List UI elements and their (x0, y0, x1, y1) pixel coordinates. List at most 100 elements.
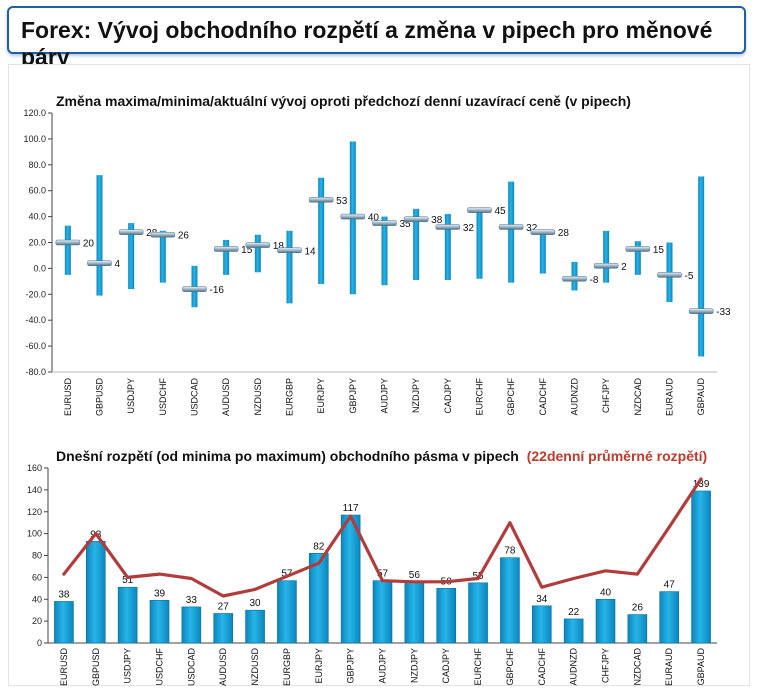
chart1-data-label: 26 (178, 231, 190, 242)
chart1-y-tick-label: 80.0 (28, 160, 46, 170)
chart2-bar (245, 609, 265, 644)
chart2-y-tick-label: 100 (27, 529, 42, 539)
chart2-data-label: 26 (632, 603, 644, 614)
chart2-y-tick-label: 140 (27, 485, 42, 495)
chart1-range-bar (698, 176, 705, 357)
chart2-data-label: 78 (504, 546, 516, 557)
chart1-category-label: NZDCAD (633, 378, 643, 416)
chart1-category-label: GBPAUD (696, 378, 706, 416)
chart1-data-label: 14 (305, 246, 317, 257)
chart1-category-label: EURUSD (63, 378, 73, 417)
chart1-range-bar (159, 230, 166, 283)
chart1-category-label: AUDJPY (380, 378, 390, 414)
chart1-current-marker (182, 286, 207, 292)
chart1-category-label: EURCHF (475, 377, 485, 415)
chart1-category-label: EURGBP (285, 378, 295, 416)
chart2-bar (436, 588, 457, 644)
chart1-data-label: 20 (83, 239, 95, 250)
chart1-range-bar (96, 175, 103, 296)
chart1-range-bar (254, 234, 261, 273)
chart2-category-label: USDCHF (155, 647, 165, 685)
chart1-data-label: 35 (400, 219, 412, 230)
chart1-data-label: -16 (210, 285, 225, 296)
chart1-category-label: CADCHF (538, 377, 548, 415)
chart2-category-label: GBPUSD (91, 648, 101, 687)
chart1-category-label: GBPCHF (506, 378, 516, 416)
chart1-title: Změna maxima/minima/aktuální vývoj oprot… (56, 93, 631, 109)
chart2-data-label: 57 (281, 569, 293, 580)
chart1-category-label: NZDJPY (411, 378, 421, 413)
chart1-category-label: CHFJPY (601, 378, 611, 413)
chart2-data-label: 117 (343, 503, 359, 514)
chart2-category-label: AUDJPY (378, 648, 388, 684)
chart1-data-label: -8 (590, 275, 599, 286)
chart1-data-label: 15 (241, 245, 253, 256)
chart2-data-label: 27 (218, 601, 230, 612)
chart1-category-label: USDJPY (126, 378, 136, 414)
chart1-current-marker (562, 276, 587, 282)
chart1-range-bar (444, 214, 451, 281)
chart1-current-marker (657, 272, 682, 278)
chart2-bar (277, 580, 297, 644)
chart1-y-tick-label: -60.0 (25, 341, 46, 351)
chart2-data-label: 56 (409, 570, 421, 581)
chart2-y-tick-label: 120 (27, 507, 42, 517)
chart1-category-label: USDCAD (190, 378, 200, 417)
chart2-bar (181, 606, 202, 644)
chart1-current-marker (403, 216, 429, 222)
chart1-category-label: AUDUSD (221, 378, 231, 417)
chart1-y-tick-label: -20.0 (25, 289, 46, 299)
chart2-y-tick-label: 0 (37, 638, 42, 648)
chart1-current-marker (625, 246, 651, 252)
chart2-data-label: 40 (600, 587, 612, 598)
chart2-bar (54, 601, 74, 644)
chart1-category-label: AUDNZD (570, 378, 580, 416)
chart1-data-label: 4 (115, 259, 121, 270)
chart1-data-label: 2 (621, 262, 627, 273)
chart1-current-marker (467, 207, 492, 213)
chart1-category-label: EURJPY (316, 378, 326, 414)
chart2-bar (659, 591, 680, 644)
chart1-y-tick-label: 40.0 (28, 212, 46, 222)
chart2-bar (404, 581, 425, 644)
chart2-category-label: EURJPY (314, 648, 324, 684)
chart1-data-label: 38 (431, 215, 443, 226)
chart1-current-marker (688, 308, 714, 314)
chart2-y-tick-label: 80 (32, 551, 42, 561)
chart1-range-bar (603, 230, 610, 283)
chart1-range: 120.0 100.0 80.0 60.0 40.0 20.0 0.0 -20.0 -40.0 -… (23, 108, 731, 416)
chart1-y-tick-label: 20.0 (28, 238, 46, 248)
chart1-data-label: 18 (273, 241, 285, 252)
chart1-range-bar (381, 216, 388, 286)
chart2-bar (213, 613, 234, 644)
chart2-bar (372, 580, 393, 644)
chart1-y-tick-label: -40.0 (25, 315, 46, 325)
chart1-data-label: -33 (716, 307, 731, 318)
chart2-bar (308, 553, 329, 644)
chart1-category-label: USDCHF (158, 377, 168, 415)
chart2-bar (627, 614, 648, 644)
page-title-box: Forex: Vývoj obchodního rozpětí a změna … (7, 6, 746, 70)
chart2-category-label: CADJPY (441, 648, 451, 684)
chart2-bar (117, 586, 138, 644)
chart2-data-label: 82 (313, 541, 325, 552)
chart1-current-marker (372, 220, 397, 226)
chart1-current-marker (530, 229, 556, 235)
chart2-data-label: 39 (154, 588, 166, 599)
chart1-data-label: -5 (685, 271, 694, 282)
chart1-data-label: 28 (558, 228, 570, 239)
chart2-title-avg: (22denní průměrné rozpětí) (527, 448, 707, 464)
chart1-range-bar (64, 225, 71, 275)
chart1-data-label: 40 (368, 213, 380, 224)
chart2-category-label: AUDUSD (218, 648, 228, 687)
chart2-category-label: USDCAD (186, 648, 196, 687)
chart2-category-label: CADCHF (537, 647, 547, 685)
chart1-current-marker (498, 224, 524, 230)
chart1-category-label: GBPJPY (348, 378, 358, 414)
chart2-category-label: NZDJPY (409, 648, 419, 683)
chart1-range-bar (634, 241, 641, 275)
chart2-category-label: NZDCAD (632, 648, 642, 686)
chart1-current-marker (118, 229, 144, 235)
chart2-title-main: Dnešní rozpětí (od minima po maximum) ob… (56, 448, 519, 464)
